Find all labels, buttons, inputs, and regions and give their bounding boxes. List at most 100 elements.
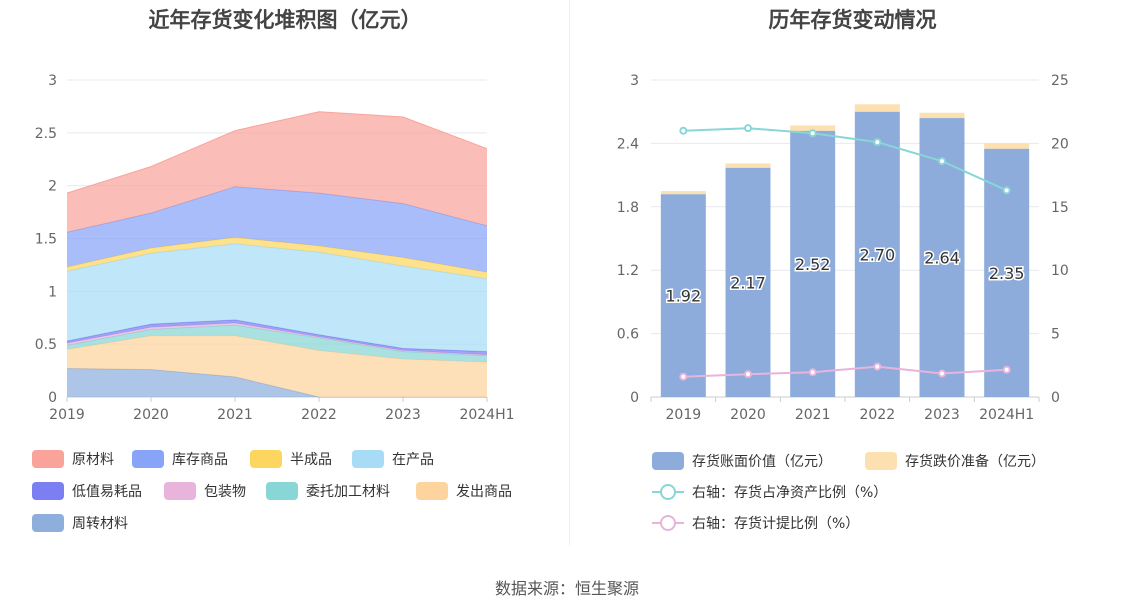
left-chart-title: 近年存货变化堆积图（亿元） (148, 8, 422, 32)
y-tick-label: 2 (48, 179, 57, 195)
line-右轴：存货计提比例（%） (683, 365, 1007, 378)
bar-value-label: 2.64 (924, 249, 960, 268)
legend-label: 低值易耗品 (72, 484, 142, 500)
legend-label: 右轴：存货计提比例（%） (692, 516, 860, 532)
legend-raw-materials[interactable]: 原材料 (32, 449, 114, 469)
legend-label: 存货跌价准备（亿元） (905, 454, 1045, 470)
right-chart-title: 历年存货变动情况 (768, 8, 937, 32)
x-tick-label: 2019 (666, 407, 702, 423)
legend-label: 右轴：存货占净资产比例（%） (692, 485, 888, 501)
stacked-area-chart: 0 0.5 1 1.5 2 2.5 3 2019 2020 2021 2022 2023 2024H1 (35, 73, 515, 423)
legend-low-value-consumables[interactable]: 低值易耗品 (32, 481, 142, 501)
bar-impairment (984, 143, 1030, 149)
y2-tick-label: 20 (1051, 136, 1069, 152)
x-tick-label: 2022 (860, 407, 896, 423)
line-point (679, 372, 688, 381)
bar-impairment (854, 104, 900, 112)
y-tick-label: 1 (48, 284, 57, 300)
bar-book-value (790, 130, 836, 397)
panel-divider (569, 0, 570, 545)
bar-value-label: 2.52 (795, 255, 831, 274)
line-point (938, 369, 946, 378)
area-发出商品 (67, 335, 487, 397)
y-tick-label: 2.4 (617, 136, 639, 152)
legend-line-marker (652, 514, 684, 532)
x-tick-label: 2021 (217, 407, 253, 423)
line-point (873, 138, 882, 147)
legend-label: 半成品 (290, 452, 332, 468)
y-tick-label: 0.6 (617, 327, 639, 343)
bar-book-value (725, 167, 771, 397)
bar-book-value (854, 111, 900, 397)
legend-line-marker (652, 483, 684, 501)
legend-label: 委托加工材料 (306, 484, 390, 500)
bar-value-label: 1.92 (666, 287, 702, 306)
bar-value-label: 2.70 (860, 245, 896, 264)
legend-provision-ratio[interactable]: 右轴：存货计提比例（%） (652, 513, 859, 533)
x-tick-label: 2021 (795, 407, 831, 423)
legend-goods-shipped[interactable]: 发出商品 (416, 481, 512, 501)
legend-label: 原材料 (72, 452, 114, 468)
line-point (808, 129, 817, 138)
line-point (808, 368, 817, 377)
area-edge-原材料 (66, 111, 488, 194)
line-point (1002, 365, 1011, 374)
legend-swatch (132, 450, 164, 468)
bar-value-label: 2.35 (989, 264, 1025, 283)
area-低值易耗品 (67, 319, 487, 355)
legend-work-in-progress[interactable]: 在产品 (352, 449, 434, 469)
legend-swatch (266, 482, 298, 500)
area-周转材料 (67, 368, 487, 397)
legend-turnover-materials[interactable]: 周转材料 (32, 513, 128, 533)
stacked-area-chart-panel: 近年存货变化堆积图（亿元） 0 0.5 1 1.5 2 2.5 3 2019 2020 2021 2… (0, 0, 570, 545)
y2-tick-label: 0 (1051, 390, 1060, 406)
x-tick-label: 2023 (924, 407, 960, 423)
legend-swatch (32, 450, 64, 468)
bar-value-label: 2.17 (730, 273, 766, 292)
area-在产品 (67, 243, 487, 352)
y-tick-label: 0 (48, 390, 57, 406)
y-tick-label: 1.2 (617, 263, 639, 279)
legend-swatch (352, 450, 384, 468)
bar-line-chart: 0 0.6 1.2 1.8 2.4 3 0 5 10 15 20 25 2019 2020 2021 2022… (617, 73, 1069, 423)
legend-label: 存货账面价值（亿元） (692, 454, 832, 470)
x-tick-label: 2024H1 (979, 407, 1034, 423)
data-source-note: 数据来源：恒生聚源 (494, 579, 639, 598)
legend-label: 周转材料 (72, 516, 128, 532)
line-point (873, 362, 882, 371)
x-tick-label: 2019 (49, 407, 85, 423)
legend-swatch (32, 482, 64, 500)
y-tick-label: 3 (48, 73, 57, 89)
x-tick-label: 2024H1 (459, 407, 514, 423)
legend-book-value[interactable]: 存货账面价值（亿元） (652, 451, 832, 471)
line-point (679, 126, 688, 135)
x-tick-label: 2020 (730, 407, 766, 423)
y-tick-label: 3 (630, 73, 639, 89)
y2-tick-label: 15 (1051, 200, 1069, 216)
area-委托加工材料 (67, 325, 487, 363)
area-包装物 (67, 323, 487, 356)
legend-swatch (652, 452, 684, 470)
legend-packaging[interactable]: 包装物 (164, 481, 246, 501)
area-库存商品 (67, 186, 487, 273)
legend-swatch (416, 482, 448, 500)
bar-impairment (919, 112, 965, 119)
legend-consigned-processing[interactable]: 委托加工材料 (266, 481, 390, 501)
y2-tick-label: 25 (1051, 73, 1069, 89)
line-point (744, 370, 752, 379)
y2-tick-label: 10 (1051, 263, 1069, 279)
legend-label: 发出商品 (456, 484, 512, 500)
line-右轴：存货占净资产比例（%） (683, 127, 1008, 192)
bar-impairment (725, 163, 771, 168)
area-半成品 (67, 237, 487, 279)
legend-impairment[interactable]: 存货跌价准备（亿元） (865, 451, 1045, 471)
legend-swatch (865, 452, 897, 470)
legend-finished-goods[interactable]: 库存商品 (132, 449, 228, 469)
x-tick-label: 2022 (301, 407, 337, 423)
y-tick-label: 2.5 (35, 126, 57, 142)
legend-swatch (164, 482, 196, 500)
legend-inventory-to-equity[interactable]: 右轴：存货占净资产比例（%） (652, 482, 887, 502)
legend-semi-finished[interactable]: 半成品 (250, 449, 332, 469)
line-point (1002, 186, 1011, 195)
y2-tick-label: 5 (1051, 327, 1060, 343)
